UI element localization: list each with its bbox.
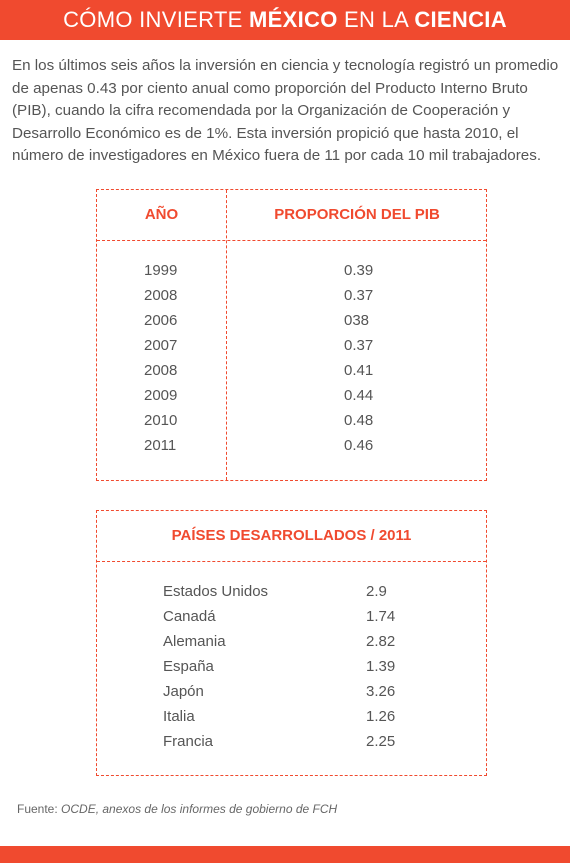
table-row: Estados Unidos 2.9 (97, 583, 486, 608)
source-text: OCDE, anexos de los informes de gobierno… (61, 802, 338, 816)
table-row: Canadá 1.74 (97, 608, 486, 633)
table-row: 2008 0.41 (97, 362, 486, 387)
table-row: 2011 0.46 (97, 437, 486, 462)
table-row: Japón 3.26 (97, 683, 486, 708)
countries-table-title: PAÍSES DESARROLLADOS / 2011 (171, 527, 412, 544)
country-value-cell: 3.26 (366, 683, 396, 700)
pib-cell: 0.37 (344, 287, 374, 304)
country-cell: Japón (163, 683, 204, 700)
table-row: España 1.39 (97, 658, 486, 683)
year-cell: 2009 (144, 387, 178, 404)
table-row: Francia 2.25 (97, 733, 486, 758)
country-cell: Francia (163, 733, 214, 750)
year-cell: 2006 (144, 312, 178, 329)
pib-cell: 0.46 (344, 437, 374, 454)
page-header: CÓMO INVIERTE MÉXICO EN LA CIENCIA (0, 0, 570, 40)
year-cell: 2008 (144, 362, 178, 379)
country-value-cell: 1.39 (366, 658, 396, 675)
country-value-cell: 1.26 (366, 708, 396, 725)
pib-cell: 0.48 (344, 412, 374, 429)
table-row: 2010 0.48 (97, 412, 486, 437)
pib-table-body: 1999 0.39 2008 0.37 2006 038 2007 0.37 2008 0… (97, 262, 486, 462)
country-value-cell: 2.9 (366, 583, 387, 600)
country-value-cell: 2.82 (366, 633, 396, 650)
column-header-year: AÑO (144, 206, 179, 223)
table-row: 1999 0.39 (97, 262, 486, 287)
pib-table-divider (226, 190, 227, 480)
source-note: Fuente: OCDE, anexos de los informes de … (17, 802, 337, 816)
pib-cell: 0.39 (344, 262, 374, 279)
pib-cell: 0.41 (344, 362, 374, 379)
year-cell: 2007 (144, 337, 178, 354)
header-title-part1: CÓMO INVIERTE (63, 7, 250, 32)
table-row: Italia 1.26 (97, 708, 486, 733)
countries-table-header-divider (97, 561, 486, 562)
header-title-part4: CIENCIA (414, 7, 507, 32)
pib-cell: 0.37 (344, 337, 374, 354)
pib-table: AÑO PROPORCIÓN DEL PIB 1999 0.39 2008 0.37… (96, 189, 487, 481)
intro-paragraph: En los últimos seis años la inversión en… (12, 57, 559, 164)
country-cell: Estados Unidos (163, 583, 269, 600)
country-cell: Alemania (163, 633, 226, 650)
country-value-cell: 2.25 (366, 733, 396, 750)
country-cell: Italia (163, 708, 195, 725)
country-value-cell: 1.74 (366, 608, 396, 625)
table-row: 2008 0.37 (97, 287, 486, 312)
header-title-part2: MÉXICO (249, 7, 338, 32)
pib-cell: 038 (344, 312, 370, 329)
table-row: 2007 0.37 (97, 337, 486, 362)
table-row: 2009 0.44 (97, 387, 486, 412)
pib-table-header-divider (97, 240, 486, 241)
pib-cell: 0.44 (344, 387, 374, 404)
countries-table-body: Estados Unidos 2.9 Canadá 1.74 Alemania 2.8… (97, 583, 486, 758)
country-cell: España (163, 658, 214, 675)
footer-bar (0, 846, 570, 863)
year-cell: 2010 (144, 412, 178, 429)
developed-countries-table: PAÍSES DESARROLLADOS / 2011 Estados Unid… (96, 510, 487, 776)
year-cell: 2011 (144, 437, 177, 454)
table-row: Alemania 2.82 (97, 633, 486, 658)
country-cell: Canadá (163, 608, 216, 625)
header-title-part3: EN LA (337, 7, 415, 32)
column-header-pib: PROPORCIÓN DEL PIB (274, 206, 440, 223)
year-cell: 1999 (144, 262, 178, 279)
source-label: Fuente: (17, 802, 62, 816)
table-row: 2006 038 (97, 312, 486, 337)
year-cell: 2008 (144, 287, 178, 304)
